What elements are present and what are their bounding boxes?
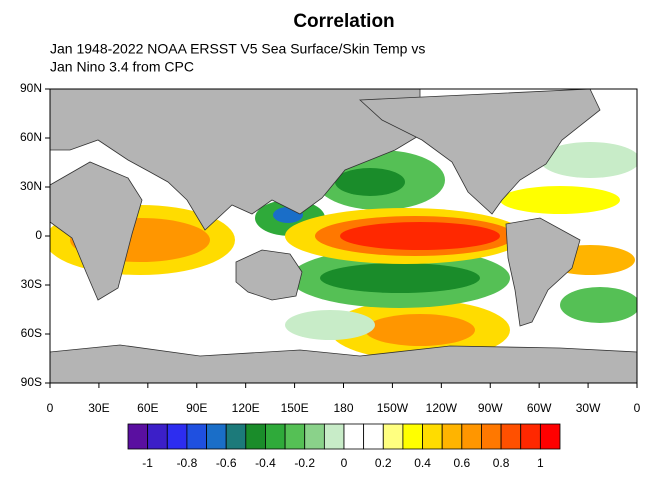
colorbar-label: -0.8: [177, 456, 198, 470]
x-tick-label: 30E: [88, 401, 109, 415]
colorbar-box: [363, 423, 384, 450]
colorbar-box: [127, 423, 149, 450]
colorbar-label: -1: [142, 456, 153, 470]
colorbar-box: [166, 423, 188, 450]
y-tick-label: 60S: [21, 326, 42, 340]
colorbar-label: -0.6: [216, 456, 237, 470]
x-tick-label: 150E: [281, 401, 309, 415]
land: [50, 344, 637, 383]
x-tick-label: 0: [634, 401, 641, 415]
x-tick-label: 90E: [186, 401, 207, 415]
field: [285, 310, 375, 340]
field: [540, 142, 637, 178]
colorbar-box: [500, 423, 522, 450]
colorbar-box: [284, 423, 306, 450]
colorbar-box: [539, 423, 561, 450]
colorbar-label: 0.2: [375, 456, 392, 470]
x-tick-label: 120W: [426, 401, 458, 415]
colorbar-box: [225, 423, 247, 450]
colorbar-box: [206, 423, 227, 450]
map: [50, 89, 637, 383]
x-tick-label: 180: [333, 401, 353, 415]
land: [505, 217, 581, 327]
colorbar-box: [147, 423, 168, 450]
colorbar-label: -0.2: [294, 456, 315, 470]
land: [50, 89, 421, 231]
colorbar-label: 1: [537, 456, 544, 470]
x-tick-label: 30W: [576, 401, 601, 415]
x-tick-label: 60W: [527, 401, 552, 415]
colorbar-box: [323, 423, 345, 450]
y-tick-label: 60N: [20, 130, 42, 144]
colorbar-label: 0.8: [493, 456, 510, 470]
field: [320, 263, 480, 293]
chart-title: Correlation: [293, 11, 394, 32]
field: [500, 186, 620, 214]
x-tick-label: 60E: [137, 401, 158, 415]
x-tick-label: 0: [47, 401, 54, 415]
y-tick-label: 30S: [21, 277, 42, 291]
x-tick-label: 120E: [232, 401, 260, 415]
subtitle: Jan Nino 3.4 from CPC: [50, 59, 194, 75]
colorbar-box: [481, 423, 502, 450]
field: [335, 168, 405, 196]
colorbar-box: [441, 423, 463, 450]
colorbar-box: [245, 423, 266, 450]
land: [50, 161, 143, 301]
colorbar-box: [402, 423, 423, 450]
field: [340, 222, 500, 250]
colorbar-box: [304, 423, 325, 450]
colorbar-label: 0.6: [453, 456, 470, 470]
colorbar-box: [343, 423, 365, 450]
y-tick-label: 90S: [21, 375, 42, 389]
x-tick-label: 90W: [478, 401, 503, 415]
land: [359, 89, 601, 215]
y-tick-label: 90N: [20, 81, 42, 95]
field: [365, 314, 475, 346]
y-tick-label: 0: [35, 228, 42, 242]
land: [235, 249, 303, 301]
colorbar-box: [265, 423, 286, 450]
colorbar-label: -0.4: [255, 456, 276, 470]
field: [560, 287, 637, 323]
colorbar-box: [382, 423, 404, 450]
x-tick-label: 150W: [377, 401, 409, 415]
colorbar-box: [461, 423, 482, 450]
colorbar-label: 0: [341, 456, 348, 470]
colorbar-box: [186, 423, 207, 450]
y-tick-label: 30N: [20, 179, 42, 193]
subtitle: Jan 1948-2022 NOAA ERSST V5 Sea Surface/…: [50, 41, 425, 57]
colorbar-box: [520, 423, 541, 450]
colorbar-box: [422, 423, 443, 450]
colorbar-label: 0.4: [414, 456, 431, 470]
